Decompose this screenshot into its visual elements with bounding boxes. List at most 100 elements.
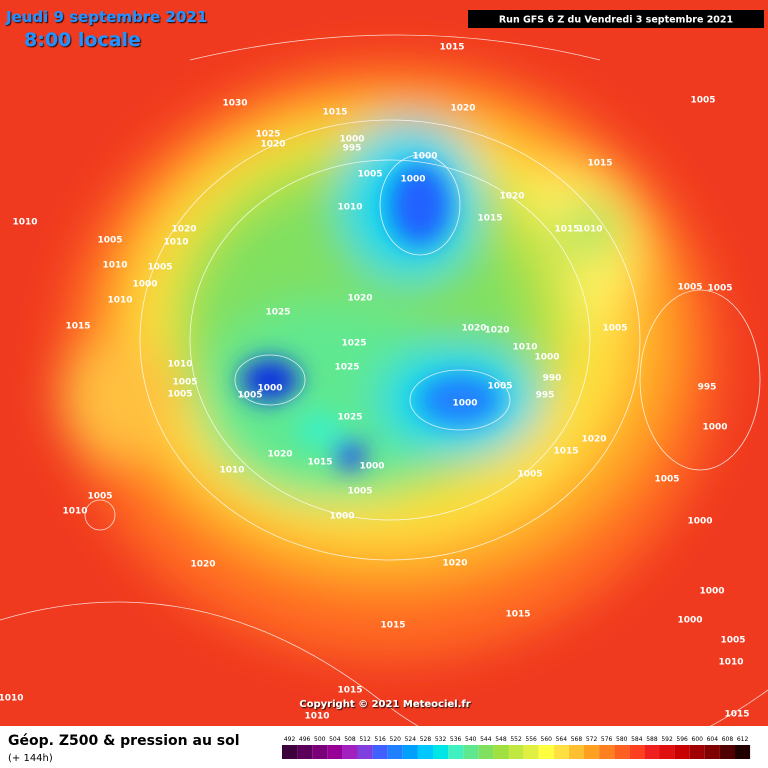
legend-label: 580 [616, 736, 628, 743]
isobar-label: 1025 [334, 363, 359, 373]
run-box [468, 10, 764, 28]
legend-swatch [735, 745, 751, 759]
isobar-label: 1015 [65, 322, 90, 332]
legend-swatch [282, 745, 298, 759]
isobar-label: 1010 [512, 343, 537, 353]
legend-label: 508 [344, 736, 356, 743]
legend-swatch [372, 745, 388, 759]
legend-label: 524 [405, 736, 417, 743]
legend-label: 584 [631, 736, 643, 743]
isobar-label: 1000 [699, 587, 724, 597]
isobar-label: 1010 [337, 203, 362, 213]
legend-swatch [448, 745, 464, 759]
isobar-label: 1010 [304, 712, 329, 722]
isobar-label: 1020 [499, 192, 524, 202]
isobar-label: 995 [343, 144, 362, 154]
copyright: Copyright © 2021 Meteociel.fr [299, 699, 470, 710]
isobar-label: 1020 [347, 294, 372, 304]
legend-label: 576 [601, 736, 613, 743]
isobar-label: 1020 [267, 450, 292, 460]
isobar-label: 1010 [62, 507, 87, 517]
isobar-label: 1025 [255, 130, 280, 140]
legend-swatch [463, 745, 479, 759]
isobar-label: 1005 [347, 487, 372, 497]
legend-label: 564 [556, 736, 568, 743]
legend-label: 504 [329, 736, 341, 743]
legend-swatch [659, 745, 675, 759]
legend-label: 552 [510, 736, 522, 743]
legend-swatch [342, 745, 358, 759]
legend-swatch [629, 745, 645, 759]
legend-swatch [493, 745, 509, 759]
isobar-label: 1020 [461, 324, 486, 334]
isobar-label: 1010 [107, 296, 132, 306]
isobar-label: 1005 [147, 263, 172, 273]
isobar-label: 1010 [102, 261, 127, 271]
isobar-label: 1025 [265, 308, 290, 318]
isobar-label: 1020 [484, 326, 509, 336]
legend-label: 536 [450, 736, 462, 743]
isobar-label: 1015 [505, 610, 530, 620]
isobar-label: 1000 [339, 135, 364, 145]
legend-label: 592 [661, 736, 673, 743]
isobar-label: 1005 [654, 475, 679, 485]
isobar-label: 1015 [380, 621, 405, 631]
isobar-label: 1000 [329, 512, 354, 522]
isobar-label: 1005 [167, 390, 192, 400]
legend-swatch [523, 745, 539, 759]
isobar-label: 1015 [439, 43, 464, 53]
isobar-label: 1025 [337, 413, 362, 423]
isobar-label: 1010 [577, 225, 602, 235]
isobar-label: 1010 [167, 360, 192, 370]
legend-label: 596 [676, 736, 688, 743]
isobar-label: 1005 [690, 96, 715, 106]
legend-swatch [584, 745, 600, 759]
isobar-label: 1000 [452, 399, 477, 409]
legend-swatch [689, 745, 705, 759]
isobar-label: 1000 [412, 152, 437, 162]
legend-label: 540 [465, 736, 477, 743]
isobar-label: 1005 [677, 283, 702, 293]
legend-label: 496 [299, 736, 311, 743]
legend-label: 516 [374, 736, 386, 743]
isobar-label: 1005 [707, 284, 732, 294]
footer-lead: (+ 144h) [8, 753, 53, 764]
isobar-label: 1020 [260, 140, 285, 150]
legend-label: 556 [525, 736, 537, 743]
legend-label: 512 [359, 736, 371, 743]
isobar-label: 1010 [219, 466, 244, 476]
legend: 492 496 500 504 508 512 516 520 524 528 532 536 540 5… [282, 736, 751, 759]
isobar-label: 995 [536, 391, 555, 401]
run-info: Run GFS 6 Z du Vendredi 3 septembre 2021 [499, 15, 733, 26]
isobar-label: 1000 [257, 384, 282, 394]
isobar-label: 1020 [190, 560, 215, 570]
legend-swatch [644, 745, 660, 759]
isobar-label: 1020 [442, 559, 467, 569]
legend-label: 532 [435, 736, 447, 743]
legend-swatch [312, 745, 328, 759]
legend-label: 544 [480, 736, 492, 743]
isobar-label: 1015 [337, 686, 362, 696]
legend-label: 604 [707, 736, 719, 743]
legend-swatch [674, 745, 690, 759]
isobar-label: 1005 [172, 378, 197, 388]
legend-label: 560 [541, 736, 553, 743]
legend-swatch [568, 745, 584, 759]
isobar-label: 1005 [602, 324, 627, 334]
legend-label: 500 [314, 736, 326, 743]
legend-swatch [614, 745, 630, 759]
footer-title: Géop. Z500 & pression au sol [8, 733, 240, 749]
legend-label: 492 [284, 736, 296, 743]
legend-label: 600 [692, 736, 704, 743]
isobar-label: 1015 [724, 710, 749, 720]
legend-swatch [538, 745, 554, 759]
legend-label: 528 [420, 736, 432, 743]
isobar-label: 1005 [97, 236, 122, 246]
isobar-label: 1000 [687, 517, 712, 527]
isobar-label: 1000 [132, 280, 157, 290]
isobar-label: 1025 [341, 339, 366, 349]
isobar-label: 1010 [12, 218, 37, 228]
isobar-label: 1000 [359, 462, 384, 472]
